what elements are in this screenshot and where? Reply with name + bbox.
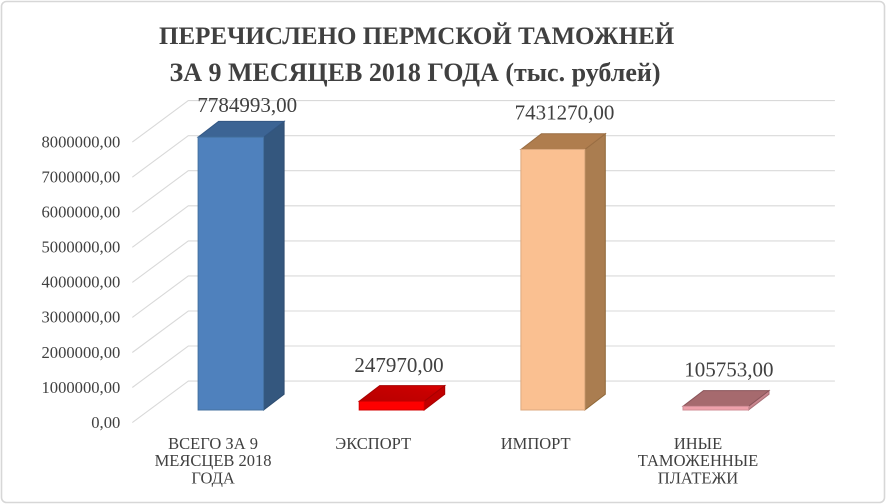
svg-text:7431270,00: 7431270,00 xyxy=(515,101,615,125)
svg-text:ПЕРЕЧИСЛЕНО ПЕРМСКОЙ ТАМОЖНЕЙ: ПЕРЕЧИСЛЕНО ПЕРМСКОЙ ТАМОЖНЕЙ xyxy=(159,22,675,50)
svg-text:7000000,00: 7000000,00 xyxy=(41,168,120,187)
svg-text:ТАМОЖЕННЫЕ: ТАМОЖЕННЫЕ xyxy=(638,451,759,470)
svg-text:ЗА 9 МЕСЯЦЕВ 2018 ГОДА (тыс. р: ЗА 9 МЕСЯЦЕВ 2018 ГОДА (тыс. рублей) xyxy=(170,58,661,87)
svg-text:ГОДА: ГОДА xyxy=(191,468,234,487)
svg-text:МЕЯСЦЕВ 2018: МЕЯСЦЕВ 2018 xyxy=(155,451,272,470)
svg-text:ИМПОРТ: ИМПОРТ xyxy=(501,434,571,453)
svg-text:2000000,00: 2000000,00 xyxy=(41,343,120,362)
svg-text:ЭКСПОРТ: ЭКСПОРТ xyxy=(335,434,411,453)
svg-text:6000000,00: 6000000,00 xyxy=(41,203,120,222)
svg-text:4000000,00: 4000000,00 xyxy=(41,273,120,292)
svg-text:8000000,00: 8000000,00 xyxy=(41,132,120,151)
svg-text:1000000,00: 1000000,00 xyxy=(41,378,120,397)
svg-text:247970,00: 247970,00 xyxy=(354,353,443,377)
svg-text:5000000,00: 5000000,00 xyxy=(41,238,120,257)
svg-text:105753,00: 105753,00 xyxy=(684,358,773,382)
svg-text:ПЛАТЕЖИ: ПЛАТЕЖИ xyxy=(658,468,739,487)
svg-text:7784993,00: 7784993,00 xyxy=(197,93,297,117)
svg-text:ВСЕГО ЗА 9: ВСЕГО ЗА 9 xyxy=(168,434,258,453)
svg-text:3000000,00: 3000000,00 xyxy=(41,308,120,327)
svg-text:0,00: 0,00 xyxy=(91,413,120,432)
svg-text:ИНЫЕ: ИНЫЕ xyxy=(674,434,722,453)
